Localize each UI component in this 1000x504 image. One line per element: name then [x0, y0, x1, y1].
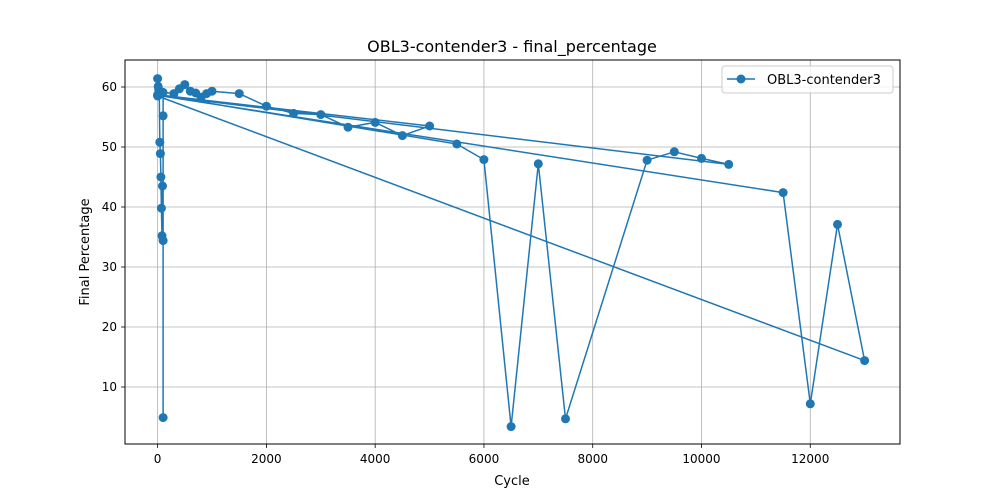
data-point — [343, 122, 353, 132]
x-tick-label: 8000 — [577, 452, 608, 466]
y-tick-label: 50 — [102, 140, 117, 154]
data-point — [561, 414, 570, 424]
data-point — [153, 91, 163, 101]
series-layer — [153, 74, 870, 432]
legend-marker-swatch — [736, 74, 746, 84]
data-point — [316, 110, 326, 120]
data-point — [289, 108, 299, 118]
x-tick-label: 6000 — [469, 452, 500, 466]
data-point — [207, 86, 217, 96]
data-point — [158, 181, 167, 191]
data-point — [261, 101, 271, 111]
data-point — [158, 413, 168, 423]
data-point — [425, 121, 435, 131]
data-point — [234, 89, 244, 99]
data-point — [156, 172, 166, 182]
x-tick-label: 4000 — [360, 452, 391, 466]
data-point — [153, 74, 163, 84]
data-point — [370, 117, 380, 127]
y-tick-label: 40 — [102, 200, 117, 214]
data-point — [860, 356, 870, 366]
legend: OBL3-contender3 — [721, 65, 894, 94]
data-point — [642, 155, 652, 165]
data-point — [778, 188, 788, 198]
chart-title: OBL3-contender3 - final_percentage — [367, 37, 657, 57]
data-point — [158, 236, 168, 246]
data-point — [805, 399, 815, 409]
data-point — [697, 153, 706, 163]
data-point — [506, 422, 516, 432]
data-point — [397, 131, 407, 141]
series-line — [156, 78, 866, 428]
x-axis-ticks: 0 2000 4000 6000 8000 10000 12000 — [154, 444, 829, 466]
x-tick-label: 2000 — [251, 452, 282, 466]
y-axis-ticks: 10 20 30 40 50 60 — [102, 80, 125, 394]
data-point — [155, 149, 165, 159]
plot-area-frame — [124, 59, 901, 445]
y-axis-label: Final Percentage — [78, 198, 93, 305]
data-point — [155, 137, 165, 147]
data-point — [833, 219, 842, 229]
x-tick-label: 12000 — [791, 452, 829, 466]
data-point — [180, 80, 190, 90]
data-point — [158, 111, 168, 121]
data-point — [724, 159, 734, 169]
data-point — [156, 203, 166, 213]
data-point — [452, 139, 462, 149]
data-point — [479, 155, 489, 165]
x-axis-label: Cycle — [494, 474, 530, 489]
x-tick-label: 0 — [154, 452, 162, 466]
legend-box — [721, 65, 894, 94]
legend-label: OBL3-contender3 — [767, 73, 881, 88]
y-tick-label: 10 — [102, 380, 117, 394]
x-tick-label: 10000 — [682, 452, 720, 466]
data-point — [669, 147, 679, 157]
y-tick-label: 30 — [102, 260, 117, 274]
y-tick-label: 60 — [102, 80, 117, 94]
y-tick-label: 20 — [102, 320, 117, 334]
data-point — [533, 159, 543, 169]
